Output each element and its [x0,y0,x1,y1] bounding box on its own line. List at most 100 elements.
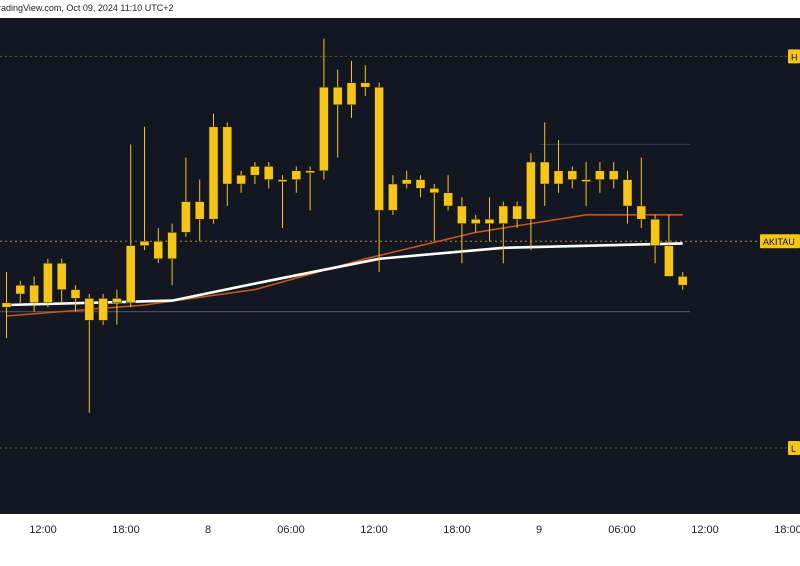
candle-body [125,245,136,304]
time-tick-label: 9 [536,524,542,536]
candle-body [277,179,288,182]
time-tick-label: 18:00 [112,524,140,536]
candle [443,175,453,211]
candle [291,166,302,193]
candle-body [250,166,260,176]
price-label-bg [788,49,800,64]
price-label-text: L [791,444,796,454]
candle [470,214,481,233]
candle [167,223,177,286]
candle-body [194,201,205,220]
candle-body [139,240,150,246]
candle-body [443,192,453,207]
price-label-akitau: AKITAU [760,234,800,249]
candle-body [526,161,536,220]
time-tick-label: 8 [205,524,211,536]
candle-body [360,82,371,88]
header-bar: radingView.com, Oct 09, 2024 11:10 UTC+2 [0,0,800,18]
moving-average-lines [6,214,683,317]
candle [595,162,605,193]
candle [636,157,647,228]
candle-body [112,298,122,304]
time-tick-label: 18:00 [443,524,471,536]
candle [388,175,398,215]
candle-body [581,179,591,182]
candle [70,285,81,312]
price-label-text: AKITAU [763,237,795,247]
candle-body [622,179,633,207]
candle [15,280,26,303]
candle [194,179,205,242]
candle [498,201,509,264]
candle [360,65,371,96]
candle [484,197,495,242]
time-tick-label: 12:00 [29,524,57,536]
candle [650,214,660,264]
price-label-l: L [788,441,800,455]
price-label-bg [760,234,800,249]
candle [415,175,426,198]
candle [457,197,467,264]
candle-body [153,240,164,260]
candle-body [457,205,467,224]
candle [222,122,233,206]
candle-body [29,284,39,304]
candle [401,170,412,189]
candle [112,289,122,325]
candle-body [98,298,108,321]
candle-body [401,179,412,185]
candle-body [415,179,426,189]
price-label-h: H [788,49,800,64]
candle [84,294,95,413]
candle-body [332,86,343,106]
time-tick-label: 12:00 [360,524,388,536]
time-tick-labels: 12:00 18:00 8 06:00 12:00 18:00 9 06:00 12:00 18:… [29,524,800,536]
candle [181,157,191,237]
price-labels: H L AKITAU [760,49,800,455]
time-tick-label: 06:00 [277,524,305,536]
candle [125,144,136,308]
chart-svg: H L AKITAU [0,18,800,514]
candle [664,214,674,277]
candle-body [208,126,219,220]
candle-body [567,170,578,180]
candle [277,175,288,228]
candle [43,258,53,308]
candle [539,122,550,206]
candle [332,69,343,158]
candle [553,140,564,193]
candle-body [374,86,384,211]
candle [305,166,315,211]
time-tick-label: 18:00 [774,524,800,536]
candle [567,166,578,189]
price-chart[interactable]: H L AKITAU [0,18,800,514]
candle [208,113,219,224]
candle-body [70,289,81,299]
candle-body [512,205,522,220]
candle-body [484,218,495,224]
candle [153,228,164,264]
candle-body [263,166,274,180]
price-label-bg [788,441,800,455]
candle-body [664,245,674,277]
candle [526,153,536,250]
candle [56,258,67,303]
candle [250,162,260,184]
candle [512,201,522,228]
candle-body [181,201,191,233]
candle-body [498,205,509,224]
candle-body [236,174,246,185]
candle [1,272,12,338]
candle-body [319,86,329,172]
candle-body [291,170,302,180]
bottom-strip [0,544,800,566]
ma-line-white [6,242,683,307]
candle [374,82,384,272]
candle-body [305,170,315,174]
candle-body [539,161,550,185]
candle [581,162,591,206]
candle-body [1,302,12,308]
candle [98,294,108,325]
candle-body [636,205,647,220]
time-axis-svg: 12:00 18:00 8 06:00 12:00 18:00 9 06:00 12:00 18:… [29,524,800,536]
